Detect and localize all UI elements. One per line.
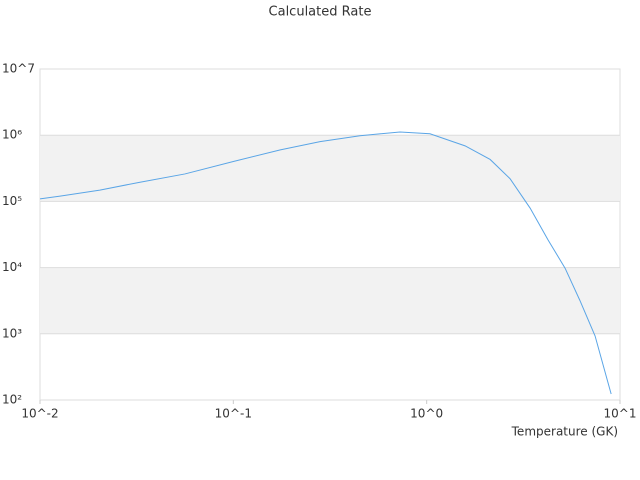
x-tick-label: 10^-2: [21, 407, 58, 421]
y-tick-label: 10⁴: [2, 260, 22, 274]
plot-area: [39, 68, 621, 401]
y-tick-label: 10²: [2, 393, 22, 407]
y-tick-label: 10^7: [2, 62, 35, 76]
x-axis-label: Temperature (GK): [511, 425, 618, 439]
y-tick-label: 10⁶: [2, 128, 22, 142]
y-tick-label: 10³: [2, 326, 22, 340]
data-line: [39, 131, 612, 395]
x-tick-label: 10^0: [410, 407, 443, 421]
grid-band: [40, 135, 620, 202]
plot-background: [39, 68, 621, 401]
y-tick-label: 10⁵: [2, 194, 22, 208]
x-tick-label: 10^-1: [215, 407, 252, 421]
chart-title: Calculated Rate: [269, 5, 372, 20]
x-tick-label: 10^1: [604, 407, 637, 421]
grid-band: [40, 267, 620, 334]
